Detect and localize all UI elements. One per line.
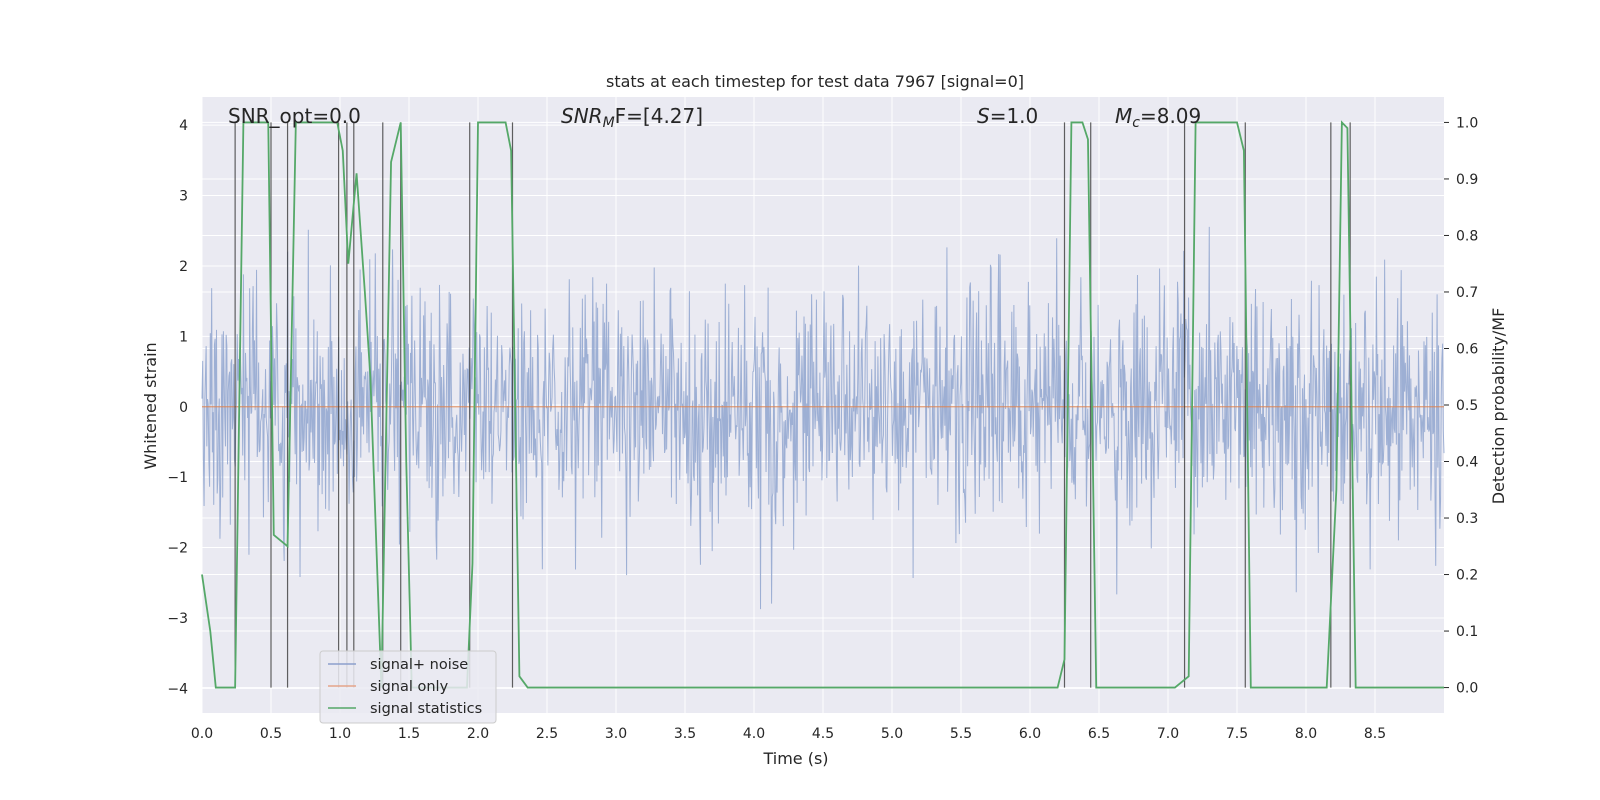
y2-tick-label: 0.0 [1456, 681, 1478, 697]
s-symbol: S [977, 104, 990, 128]
y2-tick-label: 1.0 [1456, 115, 1478, 131]
y-tick-label: 0 [179, 400, 188, 416]
snr-mf-value: F=[4.27] [615, 104, 703, 128]
y-tick-label: −4 [167, 681, 188, 697]
x-tick-label: 8.0 [1295, 726, 1317, 742]
y2-tick-label: 0.5 [1456, 398, 1478, 414]
signal-noise-line [201, 226, 1445, 610]
x-tick-label: 2.5 [536, 726, 558, 742]
legend-box [319, 650, 497, 724]
y2-tick-label: 0.3 [1456, 511, 1478, 527]
y-tick-label: 1 [179, 329, 188, 345]
y2-tick-label: 0.8 [1456, 228, 1478, 244]
vertical-markers [234, 122, 1351, 688]
x-tick-label: 3.5 [674, 726, 696, 742]
x-axis-label: Time (s) [762, 749, 828, 768]
x-tick-label: 7.5 [1226, 726, 1248, 742]
x-tick-label: 2.0 [467, 726, 489, 742]
y2-tick-label: 0.4 [1456, 455, 1478, 471]
x-tick-label: 4.5 [812, 726, 834, 742]
statistics-series [201, 120, 1444, 689]
chart-title: stats at each timestep for test data 796… [606, 72, 1024, 91]
snr-mf-symbol: SNR [561, 104, 603, 128]
y2-tick-label: 0.1 [1456, 624, 1478, 640]
x-tick-label: 6.0 [1019, 726, 1041, 742]
y-tick-label: 3 [179, 189, 188, 205]
y2-tick-label: 0.6 [1456, 341, 1478, 357]
x-tick-label: 6.5 [1088, 726, 1110, 742]
x-tick-label: 7.0 [1157, 726, 1179, 742]
x-tick-label: 1.0 [329, 726, 351, 742]
mc-subscript: c [1132, 115, 1140, 131]
legend-label-signal-noise: signal+ noise [370, 657, 468, 673]
x-tick-label: 5.5 [950, 726, 972, 742]
annotation-mc: Mc=8.09 [1115, 104, 1201, 131]
y-tick-label: −2 [167, 541, 188, 557]
x-tick-label: 3.0 [605, 726, 627, 742]
x-tick-label: 0.0 [191, 726, 213, 742]
y2-tick-label: 0.9 [1456, 172, 1478, 188]
annotation-s: S=1.0 [977, 104, 1038, 128]
legend: signal+ noise signal only signal statist… [319, 650, 497, 724]
annotation-snr-mf: SNRMF=[4.27] [561, 104, 703, 131]
tick-labels: 0.0 0.5 1.0 1.5 2.0 2.5 3.0 3.5 4.0 4.5 5.0 5.5 6.0 6… [167, 115, 1478, 742]
x-tick-label: 1.5 [398, 726, 420, 742]
s-value: =1.0 [990, 104, 1039, 128]
y-tick-label: −1 [167, 470, 188, 486]
signal-statistics-line [201, 120, 1444, 689]
noise-series [201, 226, 1445, 610]
y2-tick-label: 0.7 [1456, 285, 1478, 301]
x-tick-label: 0.5 [260, 726, 282, 742]
y-tick-label: 4 [179, 118, 188, 134]
annotation-snr-opt: SNR_opt=0.0 [228, 104, 361, 128]
x-tick-label: 5.0 [881, 726, 903, 742]
y-tick-label: −3 [167, 611, 188, 627]
y2-tick-label: 0.2 [1456, 568, 1478, 584]
mc-symbol: M [1115, 104, 1132, 128]
y-axis-label: Whitened strain [141, 342, 160, 469]
y2-axis-label: Detection probability/MF [1489, 308, 1508, 505]
snr-mf-subscript: M [603, 115, 615, 131]
y-tick-label: 2 [179, 259, 188, 275]
legend-label-signal-only: signal only [370, 679, 449, 695]
x-tick-label: 8.5 [1364, 726, 1386, 742]
mc-value: =8.09 [1140, 104, 1201, 128]
legend-label-signal-statistics: signal statistics [370, 701, 482, 717]
x-tick-label: 4.0 [743, 726, 765, 742]
